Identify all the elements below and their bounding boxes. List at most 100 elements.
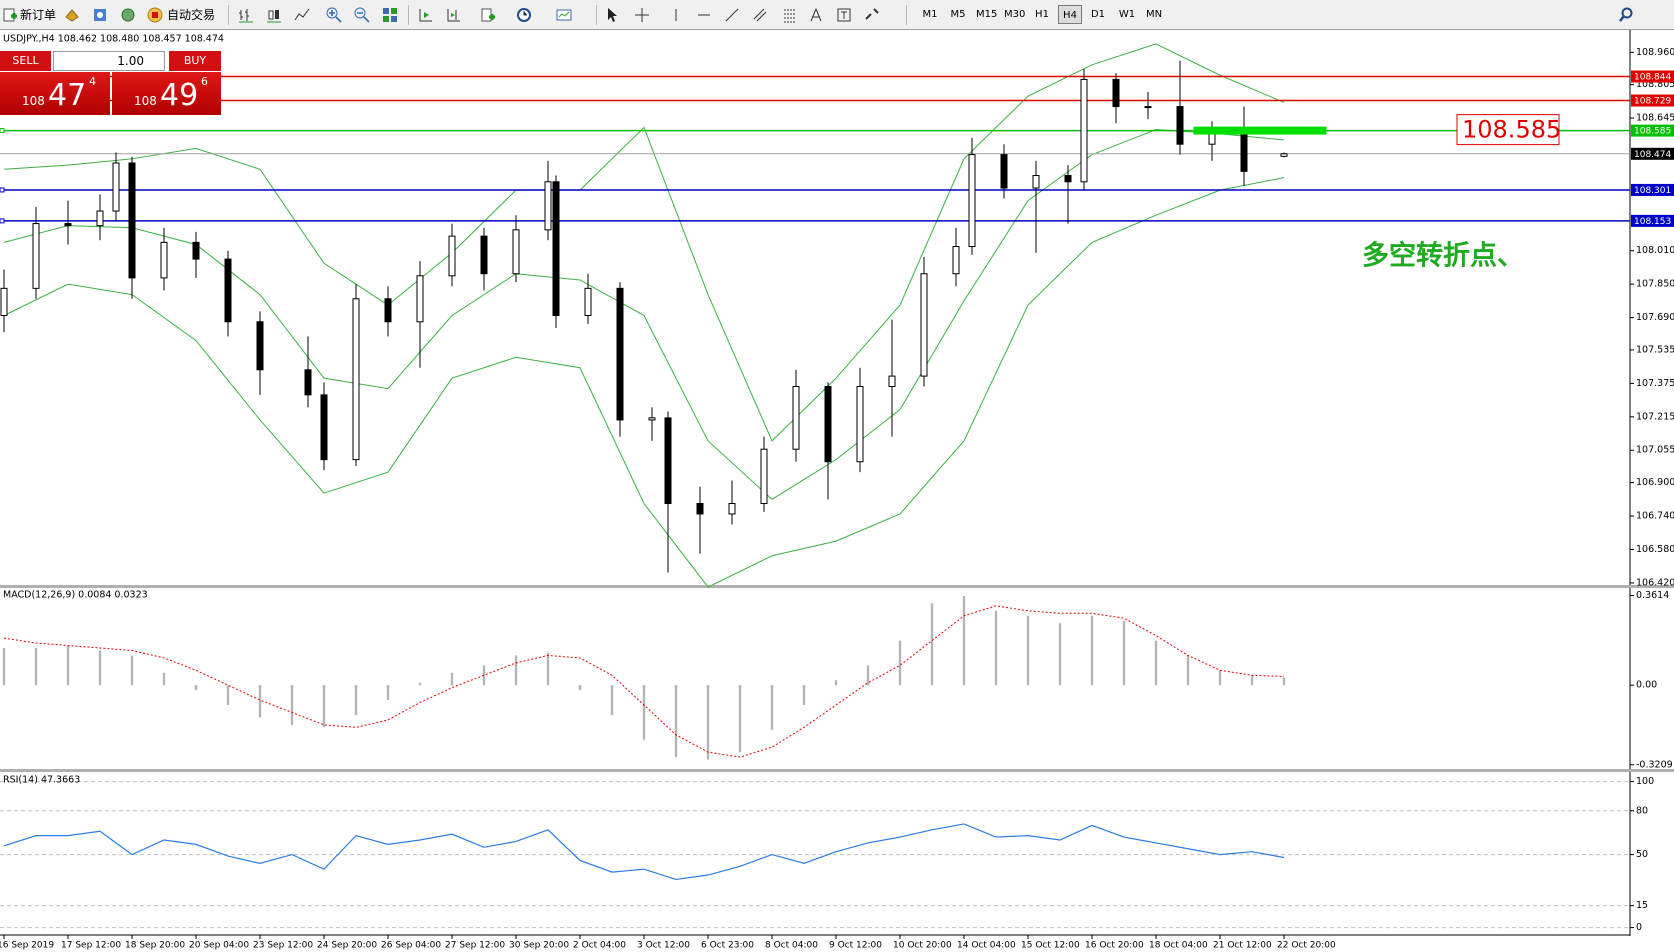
autoscroll-icon[interactable] xyxy=(418,7,434,23)
arrows-icon[interactable] xyxy=(864,7,880,23)
toolbar-icon[interactable] xyxy=(120,7,136,23)
candle-body xyxy=(304,369,312,396)
level-tag xyxy=(1631,70,1674,83)
candle-body xyxy=(696,503,704,515)
new-order-icon[interactable] xyxy=(2,7,18,23)
tile-icon[interactable] xyxy=(382,7,398,23)
timeframe-button[interactable]: W1 xyxy=(1118,9,1136,20)
y-tick-label: 108.960 xyxy=(1636,47,1674,58)
candle-body xyxy=(760,448,768,505)
bollinger-lower xyxy=(3,177,1285,588)
macd-bar xyxy=(1058,623,1062,686)
toolbar-separator xyxy=(228,5,229,25)
macd-bar xyxy=(962,595,966,686)
templates-icon[interactable] xyxy=(556,7,572,23)
lot-input[interactable]: 1.00 xyxy=(53,51,165,71)
x-tick-label: 27 Sep 12:00 xyxy=(445,941,505,951)
cursor-icon[interactable] xyxy=(604,7,620,23)
indicators-icon[interactable] xyxy=(480,7,496,23)
zoom-out-icon[interactable] xyxy=(354,7,370,23)
macd-bar xyxy=(1250,675,1254,686)
line-chart-icon[interactable] xyxy=(294,7,310,23)
timeframe-button[interactable]: M1 xyxy=(922,9,938,20)
toolbar-icon[interactable] xyxy=(92,7,108,23)
chart-shift-icon[interactable] xyxy=(446,7,462,23)
toolbar: 新订单 自动交易 M1 M5 M15 M30 H1 H4 D1 W1 MN xyxy=(0,0,1674,30)
periods-icon[interactable] xyxy=(516,7,532,23)
x-tick-label: 30 Sep 20:00 xyxy=(509,941,569,951)
channel-icon[interactable] xyxy=(752,7,768,23)
current-price-tag xyxy=(1631,147,1674,160)
y-tick-label: 107.535 xyxy=(1636,344,1674,355)
buy-price[interactable]: 108 49 6 xyxy=(112,72,221,115)
macd-bar xyxy=(258,685,262,718)
buy-button[interactable]: BUY xyxy=(169,51,221,71)
macd-bar xyxy=(578,685,582,691)
candle-body xyxy=(544,181,552,231)
x-tick-label: 8 Oct 04:00 xyxy=(765,941,818,951)
timeframe-button[interactable]: M15 xyxy=(976,9,998,20)
trendline-icon[interactable] xyxy=(724,7,740,23)
sell-price-fraction: 4 xyxy=(89,75,96,88)
panel-title: RSI(14) 47.3663 xyxy=(3,775,80,786)
new-order-button[interactable]: 新订单 xyxy=(20,8,57,22)
candle-body xyxy=(824,386,832,463)
x-tick-label: 6 Oct 23:00 xyxy=(701,941,754,951)
candle-body xyxy=(856,386,864,463)
text-tool-icon[interactable] xyxy=(808,7,824,23)
sell-button[interactable]: SELL xyxy=(0,51,51,71)
x-tick-label: 14 Oct 04:00 xyxy=(957,941,1016,951)
macd-bar xyxy=(482,665,486,686)
macd-bar xyxy=(2,648,6,686)
horizontal-line-icon[interactable] xyxy=(696,7,712,23)
auto-trading-icon[interactable] xyxy=(147,7,163,23)
highlight-zone xyxy=(1193,126,1327,135)
fibo-icon[interactable] xyxy=(782,7,798,23)
candle-body xyxy=(448,235,456,277)
candle-body xyxy=(1112,78,1120,108)
zoom-in-icon[interactable] xyxy=(326,7,342,23)
vertical-line-icon[interactable] xyxy=(668,7,684,23)
macd-bar xyxy=(610,685,614,715)
macd-bar xyxy=(1218,670,1222,686)
auto-trading-button[interactable]: 自动交易 xyxy=(167,8,216,22)
candle-body xyxy=(920,273,928,377)
macd-bar xyxy=(98,650,102,686)
y-tick-label: 106.580 xyxy=(1636,544,1674,555)
timeframe-button[interactable]: MN xyxy=(1145,9,1163,20)
buy-price-fraction: 6 xyxy=(201,75,208,88)
x-tick-label: 17 Sep 12:00 xyxy=(61,941,121,951)
candle-body xyxy=(320,394,328,461)
macd-bar xyxy=(898,640,902,686)
toolbar-separator xyxy=(596,5,597,25)
timeframe-button[interactable]: M5 xyxy=(950,9,966,20)
bollinger-upper xyxy=(3,43,1285,442)
search-icon[interactable] xyxy=(1618,7,1634,23)
candle-body xyxy=(888,375,896,388)
timeframe-button[interactable]: H1 xyxy=(1035,9,1049,20)
candle-body xyxy=(728,503,736,515)
candle-body xyxy=(1144,106,1152,109)
crosshair-icon[interactable] xyxy=(634,7,650,23)
label-tool-icon[interactable] xyxy=(836,7,852,23)
timeframe-button[interactable]: H4 xyxy=(1058,5,1082,24)
macd-bar xyxy=(322,685,326,728)
y-tick-label: 0 xyxy=(1636,922,1642,933)
macd-bar xyxy=(706,685,710,760)
timeframe-button[interactable]: D1 xyxy=(1090,9,1106,20)
y-tick-label: 106.740 xyxy=(1636,511,1674,522)
timeframe-button[interactable]: M30 xyxy=(1004,9,1026,20)
x-tick-label: 20 Sep 04:00 xyxy=(189,941,249,951)
toolbar-icon[interactable] xyxy=(64,7,80,23)
x-tick-label: 3 Oct 12:00 xyxy=(637,941,690,951)
toolbar-separator xyxy=(408,5,409,25)
level-tag-label: 108.729 xyxy=(1634,97,1671,107)
candle-body xyxy=(1208,133,1216,145)
bar-chart-icon[interactable] xyxy=(238,7,254,23)
candle-body xyxy=(616,287,624,421)
macd-bar xyxy=(1090,615,1094,686)
macd-bar xyxy=(450,672,454,686)
sell-price[interactable]: 108 47 4 xyxy=(0,72,110,115)
candle-chart-icon[interactable] xyxy=(266,7,282,23)
